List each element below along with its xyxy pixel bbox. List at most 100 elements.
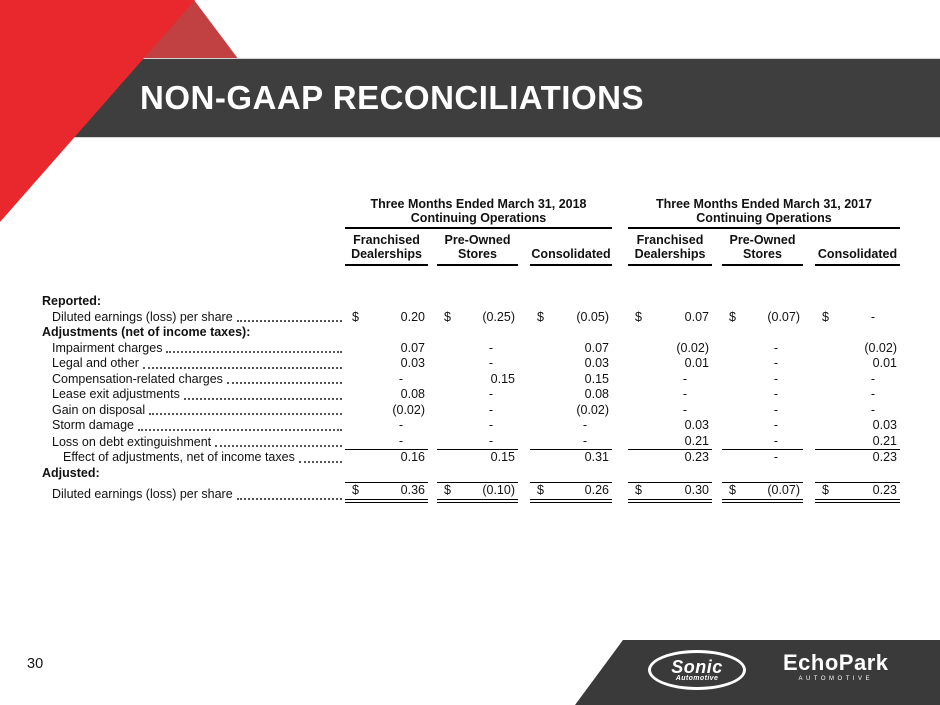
value-text: 0.21 — [872, 433, 897, 448]
value-cell: - — [815, 387, 900, 403]
table-body: Reported: Diluted earnings (loss) per sha… — [42, 294, 900, 503]
value-cell: - — [722, 434, 803, 450]
row-label: Storm damage — [42, 418, 345, 434]
value-text: 0.08 — [400, 387, 425, 401]
value-cell: (0.02) — [628, 341, 712, 357]
table-row: Effect of adjustments, net of income tax… — [42, 450, 900, 466]
dollar-sign: $ — [352, 483, 359, 497]
red-triangle-decoration — [0, 0, 195, 222]
value-text: - — [488, 356, 493, 370]
value-text: - — [582, 418, 587, 432]
value-cell: 0.23 — [628, 450, 712, 466]
value-cell: $ (0.05) — [530, 310, 612, 326]
value-cell: - — [437, 341, 518, 357]
sonic-automotive-logo: Sonic Automotive — [648, 650, 746, 690]
row-label: Adjusted: — [42, 465, 100, 480]
table-row: Adjusted: — [42, 466, 900, 482]
value-cell: - — [437, 418, 518, 434]
dotted-leader — [142, 366, 342, 369]
value-text: (0.07) — [767, 483, 800, 497]
value-cell: - — [437, 403, 518, 419]
value-cell: - — [722, 418, 803, 434]
value-cell: - — [815, 372, 900, 388]
value-text: 0.20 — [400, 309, 425, 324]
dollar-sign: $ — [352, 309, 359, 324]
value-text: 0.15 — [490, 371, 515, 386]
value-cell: $ - — [815, 310, 900, 326]
column-header: Pre-Owned Stores — [437, 233, 518, 266]
value-text: - — [682, 402, 687, 417]
value-cell: - — [530, 434, 612, 450]
value-cell: 0.15 — [437, 450, 518, 466]
value-text: 0.01 — [684, 356, 709, 370]
value-text: 0.03 — [400, 356, 425, 370]
dotted-leader — [226, 382, 342, 384]
value-cell: $0.20 — [345, 310, 428, 326]
row-label: Legal and other — [42, 356, 345, 372]
value-cell: (0.02) — [815, 341, 900, 357]
page-title: NON-GAAP RECONCILIATIONS — [140, 79, 644, 116]
value-cell: - — [628, 372, 712, 388]
value-text: 0.30 — [684, 483, 709, 497]
value-cell: 0.21 — [628, 434, 712, 450]
echopark-logo-subtext: AUTOMOTIVE — [798, 676, 874, 682]
table-row: Gain on disposal (0.02) - (0.02) - - - — [42, 403, 900, 419]
value-cell: - — [722, 372, 803, 388]
value-cell: - — [722, 356, 803, 372]
value-text: - — [398, 433, 403, 448]
value-cell: 0.15 — [530, 372, 612, 388]
value-cell: 0.01 — [815, 356, 900, 372]
value-cell: $ (0.07) — [722, 482, 803, 503]
dotted-leader — [236, 497, 342, 500]
value-text: 0.07 — [684, 309, 709, 324]
value-text: (0.02) — [576, 402, 609, 417]
value-cell: $ (0.25) — [437, 310, 518, 326]
dotted-leader — [298, 460, 342, 463]
dollar-sign: $ — [537, 483, 544, 497]
value-text: - — [870, 309, 875, 324]
value-text: 0.23 — [872, 450, 897, 464]
value-cell: 0.01 — [628, 356, 712, 372]
table-row: Diluted earnings (loss) per share $0.20 $(… — [42, 310, 900, 326]
value-cell: $ (0.07) — [722, 310, 803, 326]
table-row: Impairment charges 0.07 - 0.07 (0.02) - (0.02) — [42, 341, 900, 357]
value-cell: 0.07 — [345, 341, 428, 357]
value-text: (0.02) — [676, 340, 709, 355]
period-label: Three Months Ended March 31, 2017 — [655, 197, 873, 211]
dollar-sign: $ — [822, 309, 829, 324]
value-cell: $0.23 — [815, 482, 900, 503]
value-text: 0.15 — [490, 450, 515, 464]
value-cell: - — [815, 403, 900, 419]
row-label: Reported: — [42, 294, 102, 308]
dotted-leader — [236, 320, 342, 322]
echopark-logo: EchoPark AUTOMOTIVE — [783, 652, 889, 683]
value-text: - — [773, 387, 778, 401]
value-cell: $0.36 — [345, 482, 428, 503]
value-text: (0.25) — [482, 309, 515, 324]
dollar-sign: $ — [635, 309, 642, 324]
value-cell: - — [722, 387, 803, 403]
value-cell: - — [722, 450, 803, 466]
row-label: Impairment charges — [42, 341, 345, 357]
column-header: Consolidated — [815, 234, 900, 266]
value-cell: $0.07 — [628, 310, 712, 326]
table-row: Loss on debt extinguishment - - - 0.21 - 0.21 — [42, 433, 900, 451]
period-header-2018: Three Months Ended March 31, 2018 Contin… — [345, 197, 612, 229]
value-cell: $ (0.10) — [437, 482, 518, 503]
value-text: - — [488, 340, 493, 355]
value-cell: 0.23 — [815, 450, 900, 466]
value-cell: 0.08 — [345, 387, 428, 403]
table-row: Compensation-related charges - 0.15 0.15 - - - — [42, 372, 900, 388]
value-text: - — [488, 418, 493, 432]
table-row: Storm damage - - - 0.03 - 0.03 — [42, 418, 900, 434]
value-text: 0.07 — [584, 340, 609, 355]
value-cell: 0.03 — [815, 418, 900, 434]
value-cell: - — [722, 403, 803, 419]
value-text: (0.10) — [482, 483, 515, 497]
value-cell: - — [628, 387, 712, 403]
dollar-sign: $ — [729, 309, 736, 324]
period-label: Three Months Ended March 31, 2018 — [370, 197, 587, 211]
period-header-2017: Three Months Ended March 31, 2017 Contin… — [628, 197, 900, 229]
row-label: Loss on debt extinguishment — [42, 434, 345, 451]
page-number: 30 — [27, 656, 44, 672]
